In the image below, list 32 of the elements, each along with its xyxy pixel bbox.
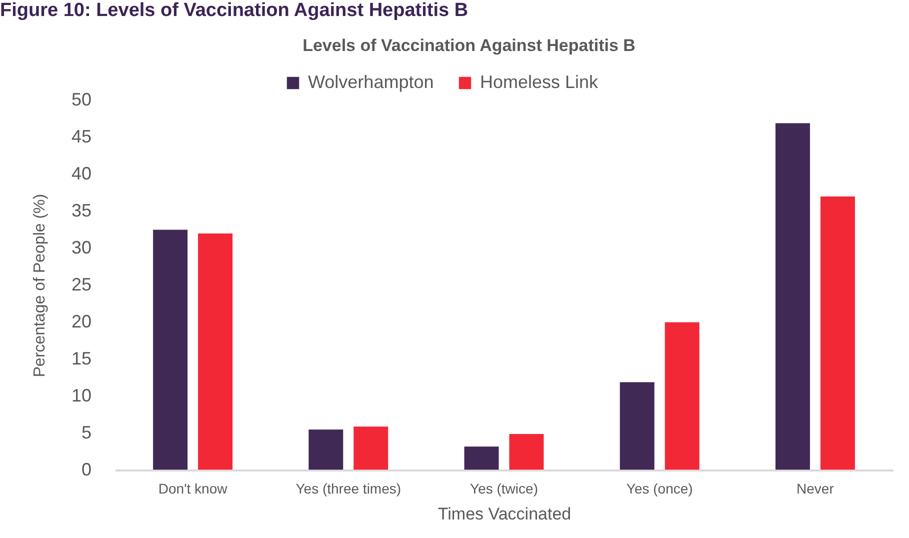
y-tick-label: 25 <box>71 274 92 294</box>
y-tick-label: 0 <box>81 460 92 480</box>
y-tick-label: 45 <box>71 126 92 146</box>
y-tick-label: 40 <box>71 164 92 184</box>
bar <box>820 196 856 470</box>
bar <box>664 322 700 470</box>
x-axis-title: Times Vaccinated <box>438 504 572 524</box>
y-tick-label: 35 <box>71 200 92 220</box>
legend-label: Homeless Link <box>480 72 600 92</box>
x-tick-label: Don't know <box>158 480 228 496</box>
bar <box>619 382 655 470</box>
x-tick-label: Yes (three times) <box>296 480 402 496</box>
caption: Figure 10: Levels of Vaccination Against Hepatitis B <box>0 0 468 22</box>
y-tick-label: 10 <box>71 386 92 406</box>
bar <box>464 446 500 470</box>
y-tick-label: 30 <box>71 238 92 258</box>
y-axis-title: Percentage of People (%) <box>31 194 48 378</box>
y-tick-label: 15 <box>71 348 92 368</box>
bar <box>152 229 188 470</box>
x-tick-label: Yes (twice) <box>470 480 538 496</box>
legend-label: Wolverhampton <box>308 72 434 92</box>
y-tick-label: 5 <box>81 422 92 442</box>
chart-title: Levels of Vaccination Against Hepatitis B <box>302 36 636 55</box>
bar <box>198 232 234 470</box>
bar <box>508 433 544 470</box>
y-tick-label: 50 <box>71 90 92 110</box>
x-tick-label: Yes (once) <box>626 480 693 496</box>
x-tick-label: Never <box>796 480 834 496</box>
bar <box>308 429 344 470</box>
bar <box>353 426 389 470</box>
bar <box>774 122 810 470</box>
y-tick-label: 20 <box>71 312 92 332</box>
